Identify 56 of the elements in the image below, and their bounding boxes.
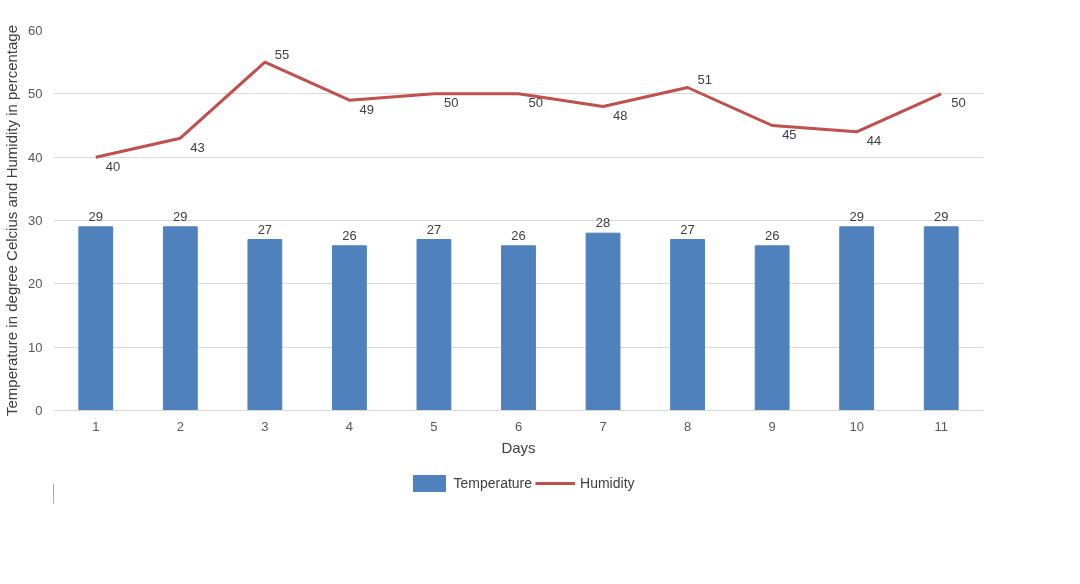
bar [78,226,114,411]
data-label: 45 [782,127,797,142]
data-label: 48 [613,108,628,123]
data-label: 28 [595,215,611,231]
data-label: 27 [257,221,273,237]
y-tick-label: 50 [28,86,43,102]
data-label: 44 [866,133,882,149]
data-label: 26 [511,227,526,243]
x-tick-label: 11 [934,418,948,434]
data-label: 50 [528,95,543,111]
bar [923,226,959,411]
data-label: 50 [951,95,966,111]
data-label: 55 [274,46,290,62]
y-tick-label: 40 [28,149,43,165]
x-tick-label: 5 [430,418,438,434]
x-tick-label: 7 [599,418,607,434]
line-series [94,60,943,159]
x-axis-title: Days [501,438,536,456]
data-label: 51 [697,72,713,87]
y-tick-label: 20 [28,276,43,292]
y-tick-label: 30 [28,213,43,228]
y-tick-label: 60 [28,23,43,38]
data-label: 27 [680,221,695,237]
data-label: 29 [849,208,864,224]
bar [416,239,452,411]
data-label: 50 [443,95,459,111]
x-tick-label: 1 [92,418,100,434]
legend-label: Temperature [453,475,533,491]
x-tick-label: 9 [768,418,776,434]
bar [162,226,198,411]
bar [839,226,875,411]
bar [754,245,790,411]
y-tick-label: 0 [35,403,43,418]
data-label: 29 [88,208,104,224]
x-tick-label: 8 [683,418,692,434]
bar [670,239,705,411]
data-label: 43 [190,139,205,155]
x-tick-label: 2 [176,418,184,434]
x-tick-label: 4 [345,418,354,434]
x-tick-label: 10 [849,418,864,434]
data-label: 26 [342,227,357,243]
data-label: 29 [173,208,188,224]
x-tick-label: 6 [514,418,523,434]
bar [247,239,283,411]
data-label: 27 [426,221,442,237]
data-label: 49 [359,101,374,117]
bar [585,232,621,411]
data-label: 40 [105,158,121,174]
data-label: 26 [764,227,780,243]
data-label: 29 [934,208,949,224]
bar [501,245,536,411]
y-tick-label: 10 [28,339,43,355]
legend-label: Humidity [580,475,635,491]
bar [332,245,367,411]
x-tick-label: 3 [261,418,269,434]
y-axis-title: Temperature in degree Celcius and Humidity in percentage [3,24,21,417]
